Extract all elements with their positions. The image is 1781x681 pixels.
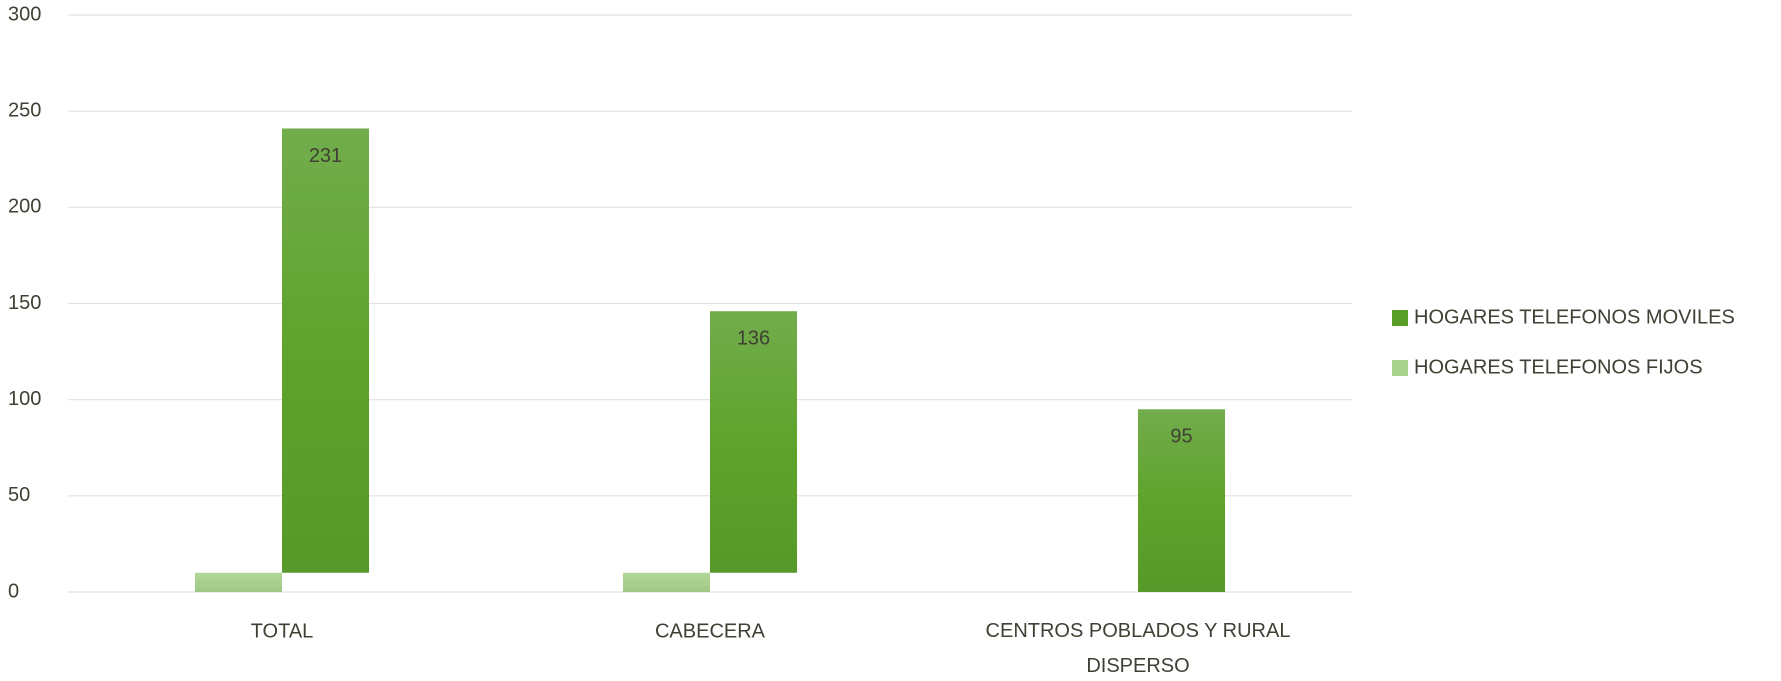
legend-swatch: [1392, 360, 1408, 376]
bar: [623, 572, 710, 592]
x-tick-label: TOTAL: [251, 620, 314, 642]
y-tick-label: 200: [8, 196, 41, 218]
y-tick-label: 250: [8, 99, 41, 121]
data-label: 95: [1170, 426, 1192, 448]
x-tick-label: CABECERA: [655, 620, 766, 642]
y-tick-label: 300: [8, 3, 41, 25]
legend-swatch: [1392, 310, 1408, 326]
legend-label: HOGARES TELEFONOS MOVILES: [1414, 306, 1735, 328]
x-tick-label: CENTROS POBLADOS Y RURAL DISPERSO: [986, 620, 1291, 677]
data-label: 231: [309, 145, 342, 167]
bar: [1138, 409, 1225, 592]
legend-label: HOGARES TELEFONOS FIJOS: [1414, 356, 1703, 378]
bar: [282, 128, 369, 573]
data-label: 136: [737, 327, 770, 349]
bar: [195, 572, 282, 592]
bar: [710, 311, 797, 573]
y-tick-label: 50: [8, 484, 30, 506]
y-tick-label: 150: [8, 292, 41, 314]
y-tick-label: 100: [8, 388, 41, 410]
y-tick-label: 0: [8, 580, 19, 602]
